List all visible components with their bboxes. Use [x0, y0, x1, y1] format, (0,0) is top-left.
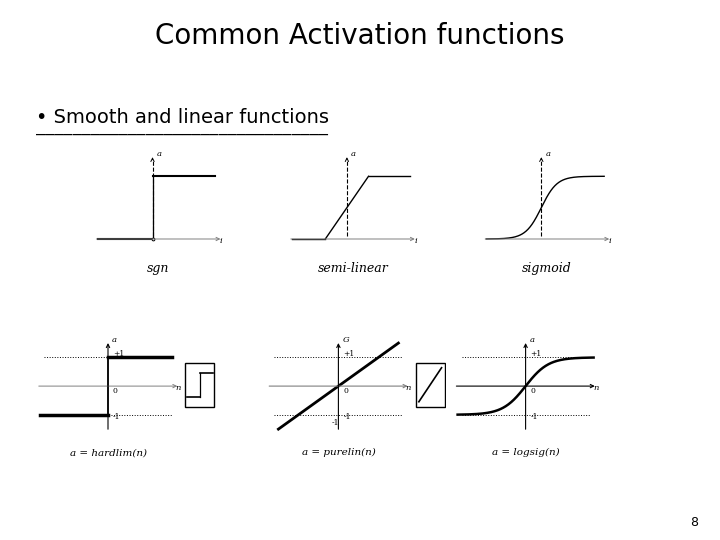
- Text: a: a: [156, 150, 161, 158]
- Text: -1: -1: [331, 419, 339, 427]
- Text: G: G: [343, 336, 349, 345]
- Text: n: n: [405, 384, 411, 393]
- Text: sigmoid: sigmoid: [522, 262, 572, 275]
- Text: a = logsig(n): a = logsig(n): [492, 448, 559, 457]
- Text: -1: -1: [531, 413, 538, 421]
- Text: +1: +1: [343, 350, 354, 358]
- Text: +1: +1: [113, 350, 124, 358]
- Text: a: a: [530, 336, 534, 345]
- Text: i: i: [220, 238, 222, 245]
- Text: 8: 8: [690, 516, 698, 529]
- Text: -1: -1: [343, 413, 351, 421]
- Text: a = purelin(n): a = purelin(n): [302, 448, 375, 457]
- Text: n: n: [175, 384, 181, 393]
- Text: a: a: [545, 150, 550, 158]
- Text: -1: -1: [113, 413, 120, 421]
- Text: a = hardlim(n): a = hardlim(n): [70, 448, 146, 457]
- Text: 0: 0: [113, 387, 117, 395]
- Text: n: n: [593, 384, 598, 393]
- Text: i: i: [414, 238, 417, 245]
- Text: Common Activation functions: Common Activation functions: [156, 22, 564, 50]
- Text: ________________________________: ________________________________: [36, 120, 328, 135]
- Text: sgn: sgn: [147, 262, 170, 275]
- Text: • Smooth and linear functions: • Smooth and linear functions: [36, 108, 329, 127]
- Text: a: a: [112, 336, 117, 345]
- Text: 0: 0: [531, 387, 535, 395]
- Text: a: a: [351, 150, 356, 158]
- Text: i: i: [608, 238, 611, 245]
- Text: +1: +1: [531, 350, 541, 358]
- Text: 0: 0: [343, 387, 348, 395]
- Text: semi-linear: semi-linear: [318, 262, 388, 275]
